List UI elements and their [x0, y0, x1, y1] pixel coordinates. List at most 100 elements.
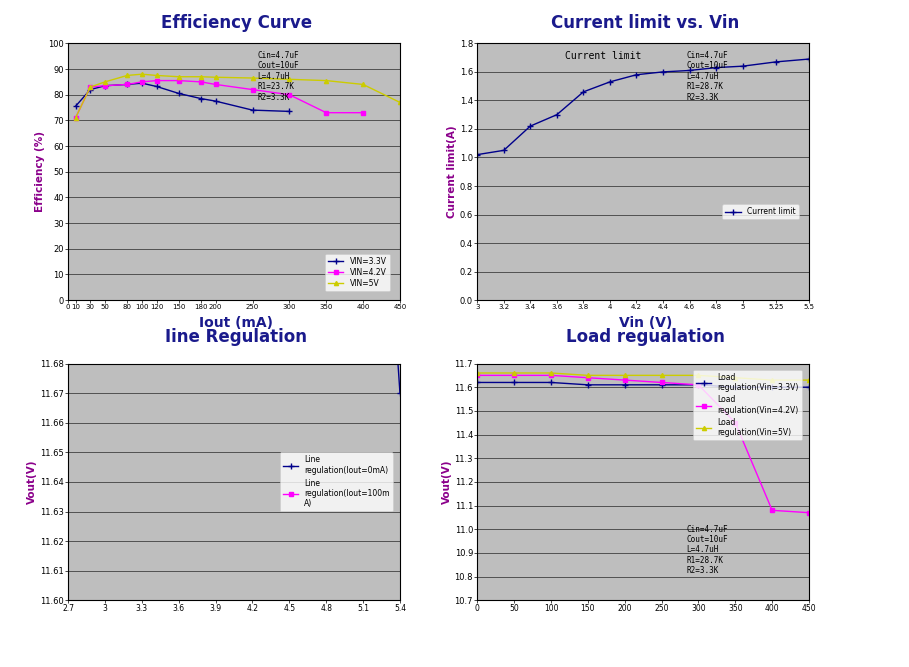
Load
regulation(Vin=4.2V) [693, 381, 704, 389]
Legend: VIN=3.3V, VIN=4.2V, VIN=5V: VIN=3.3V, VIN=4.2V, VIN=5V [325, 253, 389, 291]
Current limit [770, 58, 781, 66]
Text: Load regualation: Load regualation [566, 328, 724, 346]
VIN=4.2V [174, 77, 185, 85]
VIN=3.3V [174, 89, 185, 97]
VIN=3.3V [284, 107, 295, 115]
VIN=4.2V [100, 82, 111, 90]
Load
regulation(Vin=5V) [693, 372, 704, 380]
Text: Current limit vs. Vin: Current limit vs. Vin [551, 15, 740, 32]
VIN=4.2V [284, 91, 295, 99]
VIN=3.3V [247, 106, 258, 114]
Load
regulation(Vin=4.2V) [730, 419, 741, 427]
VIN=3.3V [136, 79, 147, 87]
Line: Line
regulation(Iout=0mA): Line regulation(Iout=0mA) [65, 0, 403, 396]
Load
regulation(Vin=4.2V) [472, 372, 483, 380]
VIN=3.3V [195, 95, 206, 103]
Line: VIN=3.3V: VIN=3.3V [73, 81, 292, 114]
VIN=4.2V [151, 77, 162, 85]
VIN=4.2V [122, 81, 133, 89]
Load
regulation(Vin=3.3V) [804, 383, 814, 391]
Text: Current limit: Current limit [565, 51, 642, 61]
Load
regulation(Vin=4.2V) [656, 378, 667, 386]
Line: VIN=4.2V: VIN=4.2V [74, 79, 365, 119]
Line: VIN=5V: VIN=5V [74, 72, 402, 120]
VIN=5V [395, 99, 405, 107]
Load
regulation(Vin=3.3V) [693, 381, 704, 389]
Line: Load
regulation(Vin=3.3V): Load regulation(Vin=3.3V) [474, 380, 812, 390]
VIN=5V [100, 78, 111, 86]
VIN=3.3V [70, 102, 81, 110]
VIN=4.2V [85, 83, 95, 91]
VIN=5V [321, 77, 332, 85]
VIN=5V [122, 71, 133, 79]
Current limit [657, 68, 668, 76]
VIN=4.2V [210, 81, 221, 89]
Line: Current limit: Current limit [474, 56, 812, 157]
Load
regulation(Vin=3.3V) [509, 378, 520, 386]
Load
regulation(Vin=4.2V) [619, 376, 630, 384]
Legend: Load
regulation(Vin=3.3V), Load
regulation(Vin=4.2V), Load
regulation(Vin=5V): Load regulation(Vin=3.3V), Load regulati… [693, 370, 802, 440]
VIN=4.2V [357, 109, 368, 117]
VIN=3.3V [210, 97, 221, 105]
VIN=4.2V [321, 109, 332, 117]
VIN=5V [210, 73, 221, 81]
Load
regulation(Vin=3.3V) [730, 383, 741, 391]
Load
regulation(Vin=4.2V) [545, 372, 556, 380]
Load
regulation(Vin=3.3V) [656, 381, 667, 389]
VIN=3.3V [122, 81, 133, 89]
Line: Load
regulation(Vin=4.2V): Load regulation(Vin=4.2V) [475, 374, 811, 514]
VIN=5V [151, 71, 162, 79]
Current limit [524, 122, 535, 130]
Load
regulation(Vin=3.3V) [583, 381, 594, 389]
Text: Iine Regulation: Iine Regulation [165, 328, 307, 346]
VIN=4.2V [70, 114, 81, 122]
Load
regulation(Vin=3.3V) [472, 378, 483, 386]
Load
regulation(Vin=3.3V) [766, 383, 777, 391]
Current limit [498, 146, 509, 154]
Text: Cin=4.7uF
Cout=10uF
L=4.7uH
R1=28.7K
R2=3.3K: Cin=4.7uF Cout=10uF L=4.7uH R1=28.7K R2=… [686, 524, 728, 575]
Current limit [737, 62, 748, 70]
Load
regulation(Vin=5V) [545, 369, 556, 377]
Y-axis label: Efficiency (%): Efficiency (%) [35, 131, 45, 212]
Current limit [604, 78, 615, 86]
Load
regulation(Vin=5V) [472, 369, 483, 377]
Y-axis label: Vout(V): Vout(V) [27, 460, 37, 504]
Text: Cin=4.7uF
Cout=10uF
L=4.7uH
R1=28.7K
R2=3.3K: Cin=4.7uF Cout=10uF L=4.7uH R1=28.7K R2=… [686, 51, 728, 101]
VIN=4.2V [247, 85, 258, 93]
Line: Load
regulation(Vin=5V): Load regulation(Vin=5V) [475, 371, 811, 382]
Load
regulation(Vin=5V) [583, 372, 594, 380]
VIN=4.2V [195, 78, 206, 86]
VIN=3.3V [100, 82, 111, 90]
Load
regulation(Vin=5V) [509, 369, 520, 377]
Text: Iout (mA): Iout (mA) [199, 317, 274, 330]
Current limit [578, 88, 589, 96]
VIN=5V [174, 73, 185, 81]
VIN=5V [136, 70, 147, 78]
Load
regulation(Vin=4.2V) [766, 506, 777, 514]
Load
regulation(Vin=5V) [619, 372, 630, 380]
Load
regulation(Vin=5V) [730, 374, 741, 382]
VIN=5V [247, 74, 258, 82]
Load
regulation(Vin=5V) [766, 376, 777, 384]
VIN=5V [195, 73, 206, 81]
VIN=5V [85, 83, 95, 91]
Current limit [684, 67, 695, 75]
Load
regulation(Vin=5V) [656, 372, 667, 380]
VIN=3.3V [85, 85, 95, 93]
Legend: Line
regulation(Iout=0mA), Line
regulation(Iout=100m
A): Line regulation(Iout=0mA), Line regulati… [280, 452, 393, 512]
Line
regulation(Iout=0mA) [395, 389, 405, 397]
VIN=5V [357, 81, 368, 89]
Load
regulation(Vin=4.2V) [509, 372, 520, 380]
VIN=5V [70, 114, 81, 122]
VIN=5V [284, 75, 295, 83]
Load
regulation(Vin=3.3V) [619, 381, 630, 389]
Y-axis label: Vout(V): Vout(V) [442, 460, 452, 504]
Current limit [552, 111, 563, 119]
VIN=3.3V [151, 83, 162, 91]
Load
regulation(Vin=3.3V) [545, 378, 556, 386]
Y-axis label: Current limit(A): Current limit(A) [447, 125, 457, 218]
VIN=4.2V [136, 78, 147, 86]
Text: Efficiency Curve: Efficiency Curve [161, 15, 312, 32]
Legend: Current limit: Current limit [723, 204, 798, 219]
Current limit [804, 55, 814, 63]
